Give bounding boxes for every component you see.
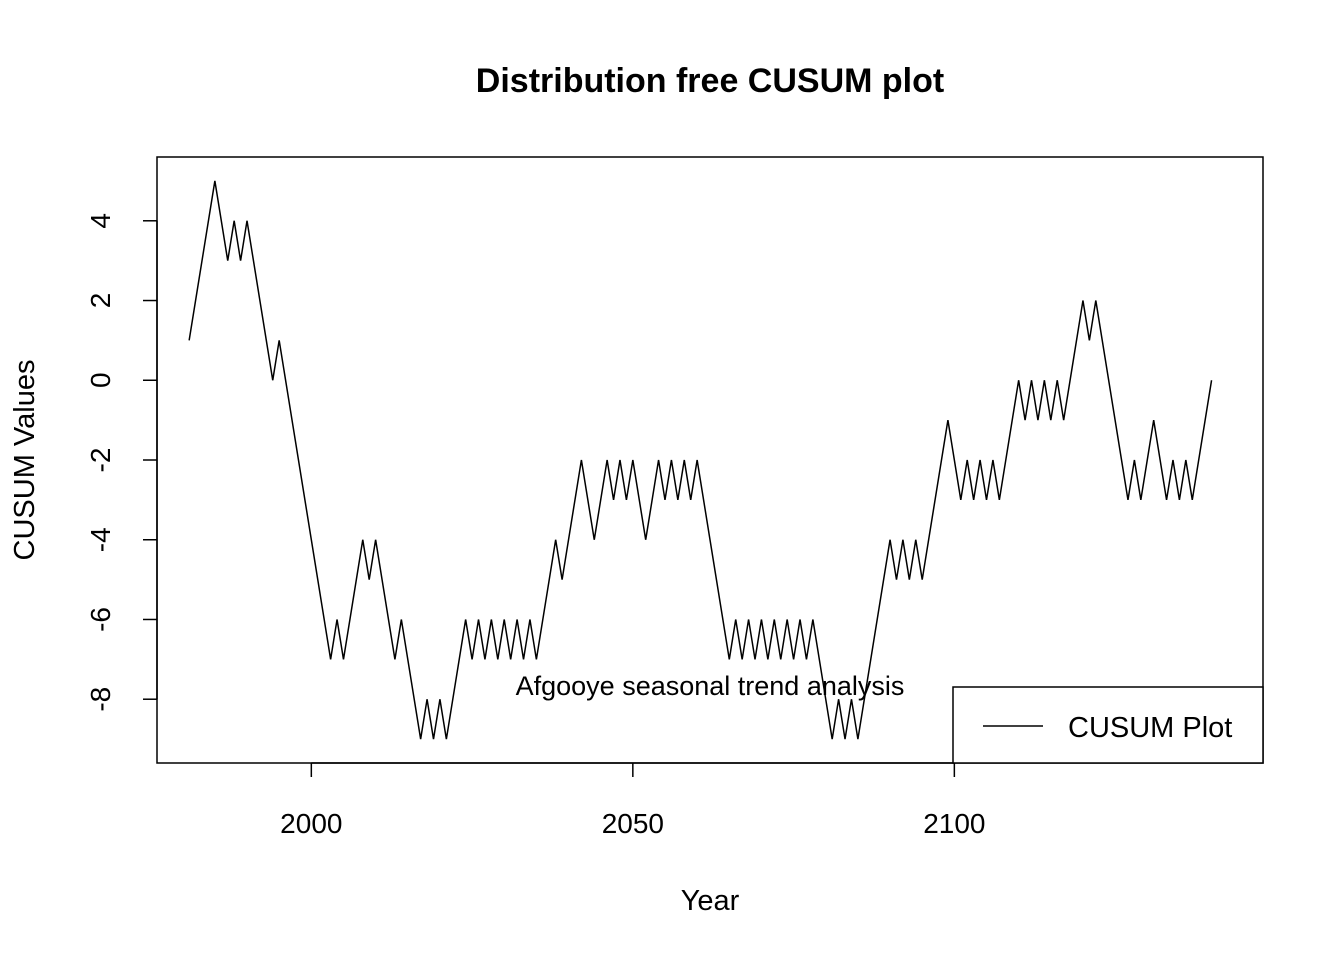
y-tick-label: -8 (85, 687, 116, 712)
legend-box (952, 686, 1264, 764)
series-group (188, 180, 1213, 740)
x-axis-label: Year (681, 885, 740, 917)
annotation-text: Afgooye seasonal trend analysis (516, 671, 905, 701)
legend-label: CUSUM Plot (1068, 712, 1232, 744)
y-tick-label: -6 (85, 607, 116, 632)
y-axis-label: CUSUM Values (9, 360, 41, 561)
x-tick-label: 2050 (602, 808, 664, 839)
y-tick-label: 2 (85, 293, 116, 309)
chart-title: Distribution free CUSUM plot (476, 62, 944, 100)
y-tick-label: 4 (85, 213, 116, 229)
y-tick-label: 0 (85, 372, 116, 388)
y-tick-label: -4 (85, 527, 116, 552)
x-tick-label: 2000 (280, 808, 342, 839)
x-axis: 2000 2050 2100 (280, 762, 985, 839)
y-tick-label: -2 (85, 448, 116, 473)
x-tick-label: 2100 (923, 808, 985, 839)
cusum-series-line (188, 180, 1213, 740)
y-axis: -8 -6 -4 -2 0 2 4 (85, 213, 158, 712)
legend: CUSUM Plot (952, 686, 1264, 764)
